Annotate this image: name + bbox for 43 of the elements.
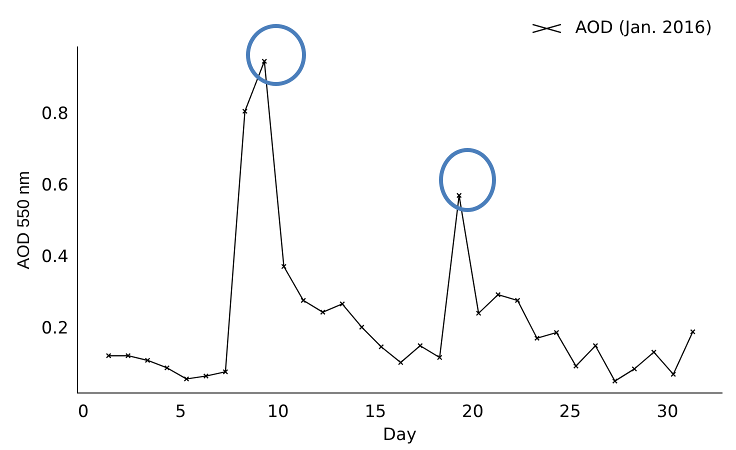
point [164,365,170,371]
point [398,360,404,366]
x-tick-label: 20 [462,402,484,422]
point [144,358,150,364]
point [436,354,442,360]
point [592,343,598,348]
point [534,336,540,341]
x-tick-label: 15 [364,402,386,422]
y-tick-label: 0.4 [41,246,68,267]
point [262,58,268,64]
point [378,344,384,350]
point [514,298,520,304]
y-tick-label: 0.2 [41,318,68,338]
point [573,363,579,369]
x-tick-label: 30 [656,402,678,422]
point [651,349,657,355]
point [125,353,131,358]
point [632,366,638,372]
point [612,378,618,384]
point [417,343,423,348]
point [184,376,190,382]
x-tick-label: 25 [559,402,581,422]
point [670,372,676,378]
x-tick-label: 5 [175,402,186,422]
point [281,264,287,270]
point [340,301,345,307]
point [300,298,306,304]
point [222,369,228,375]
x-tick-label: 0 [78,402,89,422]
point [320,309,326,315]
legend-label: AOD (Jan. 2016) [575,18,712,38]
point [359,324,364,330]
x-axis-title: Day [382,425,417,446]
point [554,330,560,336]
point [203,373,209,379]
point [476,310,482,316]
point [495,292,501,298]
x-tick-label: 10 [267,402,289,422]
point [242,108,248,114]
y-tick-label: 0.8 [41,104,68,124]
y-axis-title: AOD 550 nm [14,170,33,270]
point [456,192,462,198]
y-tick-label: 0.6 [41,176,68,196]
